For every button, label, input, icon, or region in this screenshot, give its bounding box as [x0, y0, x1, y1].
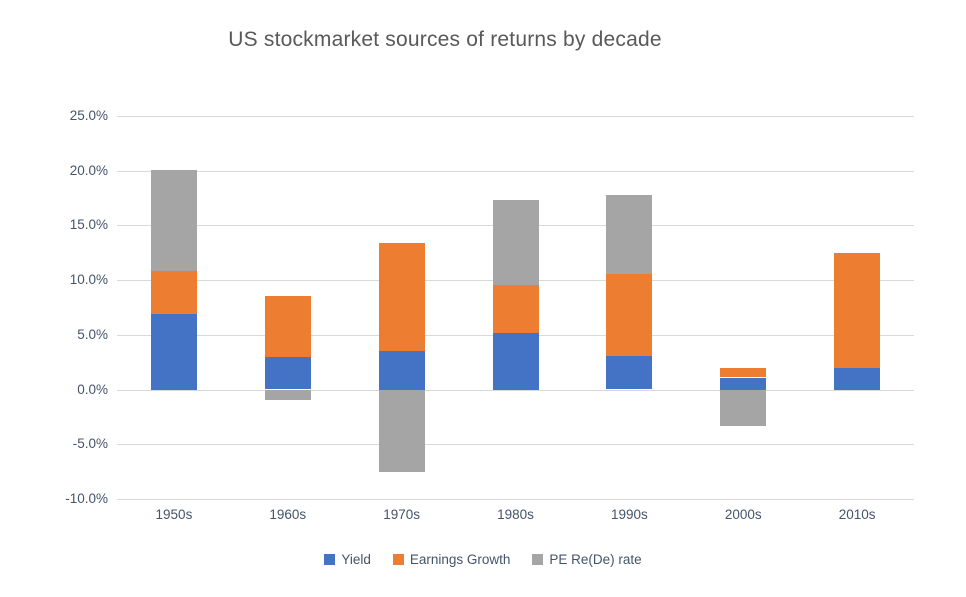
bar-segment-pe-re-de-rate [492, 200, 539, 285]
gridline [117, 444, 914, 446]
x-axis-label: 1950s [155, 507, 193, 522]
bar-segment-pe-re-de-rate [264, 389, 311, 401]
legend-item-earnings-growth: Earnings Growth [392, 552, 511, 567]
bar-segment-pe-re-de-rate [150, 169, 197, 272]
gridline [117, 170, 914, 172]
gridline [117, 116, 914, 117]
bar-segment-yield [150, 314, 197, 390]
bar-segment-earnings-growth [606, 273, 653, 356]
bar-segment-earnings-growth [834, 252, 881, 368]
bar-segment-earnings-growth [720, 367, 767, 378]
legend-swatch-pe-re-de-rate [532, 554, 544, 565]
bar-segment-earnings-growth [492, 284, 539, 333]
bar-segment-yield [264, 356, 311, 390]
bar-segment-earnings-growth [264, 295, 311, 357]
x-axis-label: 1980s [497, 507, 534, 522]
bar-segment-yield [492, 332, 539, 390]
bar-segment-yield [720, 377, 767, 390]
bar-segment-earnings-growth [378, 242, 425, 352]
y-axis-tick-label: -5.0% [72, 436, 108, 452]
x-axis: 1950s 1960s 1970s 1980s 1990s 2000s 2010s [117, 506, 914, 524]
y-axis-tick-label: 10.0% [69, 272, 108, 288]
x-axis-label: 1970s [383, 507, 421, 522]
bar-segment-earnings-growth [150, 271, 197, 315]
legend-label: Yield [341, 552, 371, 567]
bar-segment-yield [834, 367, 881, 390]
gridline [117, 389, 914, 391]
legend-swatch-yield [324, 554, 336, 565]
x-axis-label: 2000s [724, 507, 762, 522]
legend-label: Earnings Growth [409, 552, 511, 567]
legend-item-yield: Yield [324, 552, 371, 567]
legend: Yield Earnings Growth PE Re(De) rate [0, 552, 966, 567]
legend-item-pe-re-de-rate: PE Re(De) rate [532, 552, 642, 567]
legend-label: PE Re(De) rate [549, 552, 642, 567]
y-axis-tick-label: 15.0% [69, 217, 108, 233]
y-axis-tick-label: 5.0% [77, 326, 108, 342]
bar-segment-pe-re-de-rate [720, 389, 767, 426]
plot-area [117, 116, 914, 500]
chart-title: US stockmarket sources of returns by dec… [228, 28, 662, 51]
bar-segment-pe-re-de-rate [378, 389, 425, 472]
y-axis-tick-label: 0.0% [77, 381, 108, 397]
x-axis-label: 2010s [838, 507, 876, 522]
bar-segment-yield [606, 355, 653, 390]
bar-segment-pe-re-de-rate [606, 194, 653, 274]
y-axis-tick-label: 25.0% [69, 108, 108, 123]
legend-swatch-earnings-growth [392, 554, 404, 565]
x-axis-label: 1960s [269, 507, 307, 522]
y-axis-tick-label: -10.0% [65, 491, 108, 506]
x-axis-label: 1990s [610, 507, 648, 522]
y-axis-tick-label: 20.0% [69, 162, 108, 178]
bar-segment-yield [378, 351, 425, 390]
gridline [117, 499, 914, 500]
